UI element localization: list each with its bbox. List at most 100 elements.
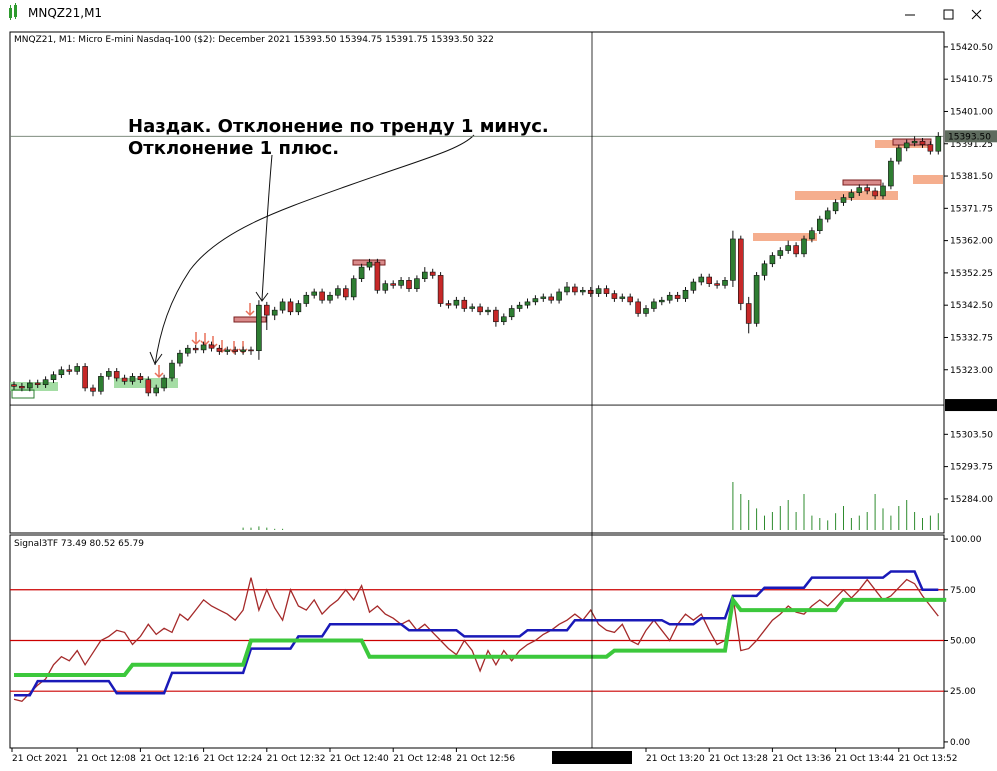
candle-body — [113, 371, 120, 379]
candle-body — [461, 299, 468, 309]
candle-body — [98, 376, 104, 392]
crosshair-price-label: 15312.34 — [948, 401, 991, 411]
candle-body — [90, 387, 96, 392]
candle-body — [761, 263, 768, 276]
candle-body — [737, 238, 744, 304]
candle-body — [556, 291, 562, 301]
candle-body — [19, 386, 25, 389]
indicator-line — [14, 595, 947, 677]
x-tick-label: 21 Oct 12:24 — [204, 754, 263, 764]
candle-body — [722, 280, 728, 286]
app-icon — [9, 3, 17, 20]
candle-body — [635, 301, 641, 314]
y-tick-label: 75.00 — [950, 586, 976, 596]
annotation: Наздак. Отклонение по тренду 1 минус. — [128, 116, 549, 137]
handwritten-arrows — [149, 134, 475, 366]
candle-body — [177, 352, 183, 364]
candle-body — [256, 304, 262, 352]
candle-body — [572, 286, 578, 293]
y-tick-label: 15371.75 — [950, 204, 993, 214]
candle-body — [453, 299, 460, 306]
candle-body — [682, 289, 689, 299]
candle-body — [508, 308, 515, 318]
candle-body — [240, 349, 246, 352]
candle-body — [382, 283, 389, 291]
candle-body — [848, 192, 855, 198]
candle-body — [208, 344, 215, 349]
candle-body — [627, 296, 634, 303]
candle-body — [366, 261, 373, 268]
candle-body — [714, 283, 720, 286]
candle-body — [911, 140, 918, 144]
x-tick-label: 21 Oct 12:08 — [77, 754, 136, 764]
candle-body — [248, 349, 254, 352]
candle-body — [26, 382, 33, 389]
candle-body — [698, 276, 705, 283]
candle-body — [303, 294, 310, 304]
candle-body — [232, 349, 238, 352]
candle-body — [643, 308, 649, 314]
candle-body — [287, 301, 294, 313]
candle-body — [271, 309, 278, 316]
candle-body — [753, 275, 760, 324]
candle-body — [58, 369, 65, 376]
last-price-box — [945, 130, 997, 143]
candle-body — [169, 362, 175, 379]
candle-body — [690, 281, 697, 291]
x-tick-label: 21 Oct 13:44 — [836, 754, 895, 764]
window-title: MNQZ21,M1 — [28, 6, 102, 20]
candle-body — [429, 271, 436, 276]
candle-body — [200, 344, 207, 351]
candle-body — [880, 185, 886, 197]
candle-body — [651, 301, 657, 309]
candle-body — [398, 280, 404, 286]
x-tick-label: 21 Oct 12:32 — [267, 754, 326, 764]
indicator-line — [14, 570, 939, 697]
candle-body — [666, 294, 673, 301]
y-tick-label: 15284.00 — [950, 495, 993, 505]
candle-body — [587, 289, 594, 294]
candle-body — [311, 291, 318, 296]
candle-body — [872, 190, 878, 197]
candle-body — [406, 280, 412, 289]
y-tick-label: 100.00 — [950, 535, 982, 545]
candle-body — [745, 303, 752, 324]
candle-body — [263, 304, 270, 316]
crosshair-time-label: 2021.10.21 13:13 — [552, 754, 632, 764]
candle-body — [342, 288, 349, 298]
candle-body — [216, 347, 223, 352]
candle-body — [927, 144, 934, 152]
close-button[interactable] — [971, 9, 982, 20]
candle-body — [192, 347, 199, 351]
candle-body — [840, 197, 847, 203]
x-tick-label: 21 Oct 13:28 — [709, 754, 768, 764]
y-tick-label: 15381.50 — [950, 172, 993, 182]
x-tick-label: 21 Oct 13:20 — [646, 754, 705, 764]
candle-body — [161, 377, 167, 389]
candle-body — [153, 387, 159, 394]
candle-body — [730, 238, 736, 281]
candle-body — [532, 298, 539, 303]
crosshair-time-box — [552, 751, 632, 764]
candle-body — [224, 349, 231, 352]
y-tick-label: 15401.00 — [950, 107, 993, 117]
candle-body — [888, 160, 894, 187]
candle-body — [856, 187, 863, 193]
candle-body — [82, 366, 88, 389]
maximize-button[interactable] — [943, 9, 954, 20]
candle-body — [493, 309, 499, 323]
candle-body — [374, 261, 381, 291]
candle-body — [137, 376, 144, 380]
y-tick-label: 15362.00 — [950, 237, 993, 247]
y-tick-label: 15420.50 — [950, 43, 993, 53]
candle-body — [485, 309, 491, 313]
x-tick-label: 21 Oct 12:48 — [393, 754, 452, 764]
y-tick-label: 50.00 — [950, 636, 976, 646]
candle-body — [11, 384, 17, 387]
candle-body — [658, 299, 665, 303]
candle-body — [524, 301, 531, 306]
candle-body — [516, 304, 523, 309]
candle-body — [335, 288, 341, 296]
candle-body — [674, 294, 681, 299]
